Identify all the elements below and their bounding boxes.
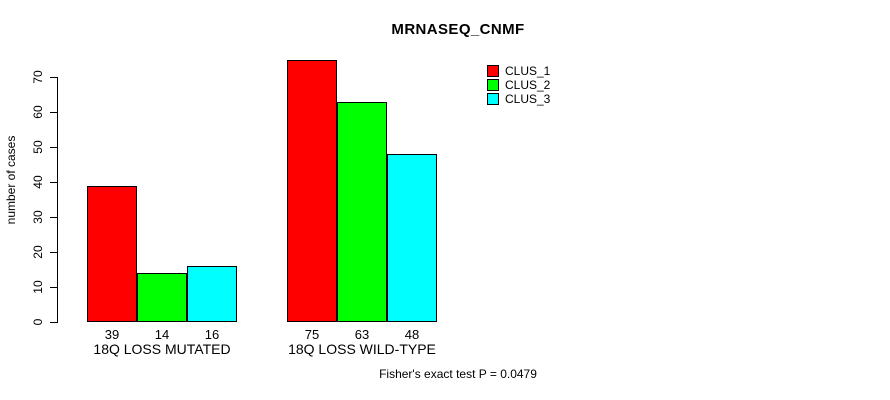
y-axis-tick [50,77,57,78]
category-label: 18Q LOSS MUTATED [93,341,231,357]
chart-title: MRNASEQ_CNMF [391,21,525,38]
y-axis-tick-label: 50 [31,140,45,154]
bar-value-label: 48 [404,327,420,342]
legend-label: CLUS_2 [505,78,551,92]
bar-clus_2-1 [137,273,187,322]
y-axis-tick-label: 30 [31,210,45,224]
bar-value-label: 63 [354,327,370,342]
legend-label: CLUS_1 [505,64,551,78]
y-axis-tick [50,182,57,183]
y-axis-tick [50,112,57,113]
y-axis-tick [50,287,57,288]
y-axis-tick-label: 0 [31,318,45,326]
bar-clus_3-1 [187,266,237,322]
annotation-fishers-test: Fisher's exact test P = 0.0479 [379,367,537,381]
y-axis-label: number of cases [4,135,18,225]
y-axis-tick-label: 10 [31,280,45,294]
bar-value-label: 75 [304,327,320,342]
y-axis-tick [50,217,57,218]
y-axis-line [57,77,58,323]
legend-swatch-clus_2 [487,79,499,91]
bar-value-label: 39 [104,327,120,342]
legend-label: CLUS_3 [505,92,551,106]
legend-swatch-clus_1 [487,65,499,77]
category-label: 18Q LOSS WILD-TYPE [288,341,436,357]
bar-clus_2-2 [337,101,387,322]
bar-clus_1-1 [87,185,137,322]
y-axis-tick-label: 60 [31,105,45,119]
y-axis-tick-label: 70 [31,70,45,84]
bar-clus_1-2 [287,59,337,322]
y-axis-tick-label: 40 [31,175,45,189]
bar-value-label: 16 [204,327,220,342]
y-axis-tick [50,322,57,323]
y-axis-tick-label: 20 [31,245,45,259]
legend-swatch-clus_3 [487,93,499,105]
bar-clus_3-2 [387,154,437,322]
y-axis-tick [50,252,57,253]
bar-value-label: 14 [154,327,170,342]
y-axis-tick [50,147,57,148]
